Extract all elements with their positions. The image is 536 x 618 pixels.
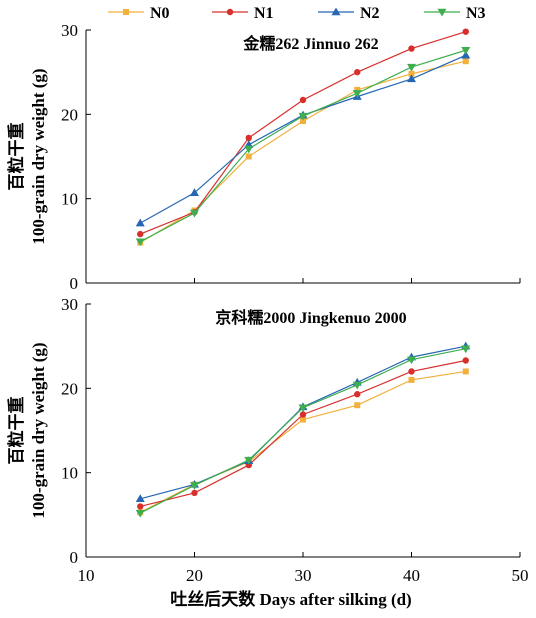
data-point-n1: [462, 357, 469, 364]
data-point-n3: [407, 63, 416, 72]
data-point-n0: [462, 368, 469, 375]
y-tick-label: 0: [70, 274, 79, 293]
x-axis-title: 吐丝后天数 Days after silking (d): [170, 589, 411, 609]
data-point-n3: [352, 90, 362, 98]
legend-label-n1: N1: [254, 5, 274, 22]
data-point-n1: [299, 411, 307, 418]
y-axis-title-en: 100-grain dry weight (g): [29, 68, 48, 244]
data-point-n1: [462, 28, 469, 35]
data-point-n2: [190, 188, 199, 196]
data-point-n1: [245, 134, 252, 142]
data-point-n3: [135, 238, 145, 247]
y-axis-title-cn: 百粒干重: [6, 123, 26, 191]
data-point-n3: [461, 47, 471, 55]
data-point-n1: [137, 503, 144, 510]
series-n3: [135, 47, 471, 247]
data-point-n1: [299, 96, 307, 104]
y-tick-label: 10: [61, 464, 78, 483]
data-point-n0: [300, 416, 306, 423]
data-point-n1: [408, 368, 415, 375]
legend-marker-n0: [123, 9, 129, 15]
data-point-n0: [300, 118, 306, 125]
series-line-n3: [139, 348, 466, 514]
data-point-n2: [135, 494, 145, 503]
data-point-n3: [244, 456, 254, 465]
legend-marker-n2: [331, 7, 341, 16]
data-point-n0: [354, 86, 361, 93]
x-tick-label: 20: [186, 566, 203, 585]
data-point-n3: [190, 482, 199, 490]
y-tick-label: 20: [61, 379, 78, 398]
y-tick-label: 10: [61, 190, 78, 209]
legend-label-n0: N0: [150, 5, 170, 22]
series-line-n0: [139, 370, 466, 513]
legend-marker-n3: [437, 8, 447, 17]
data-point-n3: [407, 356, 416, 365]
panel-title: 金糯262 Jinnuo 262: [242, 34, 378, 53]
x-tick-label: 40: [403, 566, 420, 585]
legend-marker-n1: [226, 8, 234, 16]
data-point-n3: [135, 509, 145, 518]
series-line-n1: [140, 31, 466, 235]
data-point-n1: [408, 45, 415, 52]
series-n1: [137, 357, 469, 510]
series-n3: [135, 345, 471, 518]
x-tick-label: 10: [78, 566, 95, 585]
panel-1: 0 10 20 30 金糯262 Jinnuo 262 百粒干重 100-grain dry…: [6, 21, 521, 293]
data-point-n2: [135, 218, 145, 227]
data-point-n0: [245, 153, 252, 160]
data-point-n2: [407, 74, 416, 83]
data-point-n0: [408, 376, 415, 383]
series-n0: [137, 368, 469, 516]
data-point-n3: [298, 404, 308, 413]
data-point-n3: [190, 209, 199, 218]
x-tick-label: 30: [295, 566, 312, 585]
series-line-n1: [140, 359, 466, 507]
data-point-n3: [461, 345, 471, 354]
y-tick-label: 30: [61, 21, 78, 40]
x-tick-label: 50: [512, 566, 529, 585]
y-axis-title-cn: 百粒干重: [6, 397, 26, 465]
y-axis-title-en: 100-grain dry weight (g): [29, 342, 48, 518]
y-tick-label: 30: [61, 295, 78, 314]
data-point-n3: [352, 381, 362, 390]
data-point-n3: [298, 112, 308, 121]
series-line-n3: [139, 49, 466, 243]
panel-title: 京科糯2000 Jingkenuo 2000: [215, 308, 406, 327]
series-line-n2: [139, 54, 466, 224]
data-point-n1: [191, 489, 198, 497]
legend-label-n2: N2: [360, 5, 380, 22]
legend-label-n3: N3: [466, 5, 486, 22]
series-n1: [137, 28, 469, 238]
data-point-n1: [354, 68, 361, 76]
data-point-n1: [354, 391, 361, 398]
y-tick-label: 20: [61, 105, 78, 124]
data-point-n0: [408, 70, 415, 77]
legend: N0 N1 N2 N3: [108, 5, 486, 22]
data-point-n0: [462, 58, 469, 65]
y-tick-label: 0: [70, 548, 79, 567]
series-n2: [135, 50, 471, 227]
data-point-n3: [244, 145, 254, 154]
data-point-n1: [137, 230, 144, 238]
data-point-n0: [354, 402, 361, 409]
